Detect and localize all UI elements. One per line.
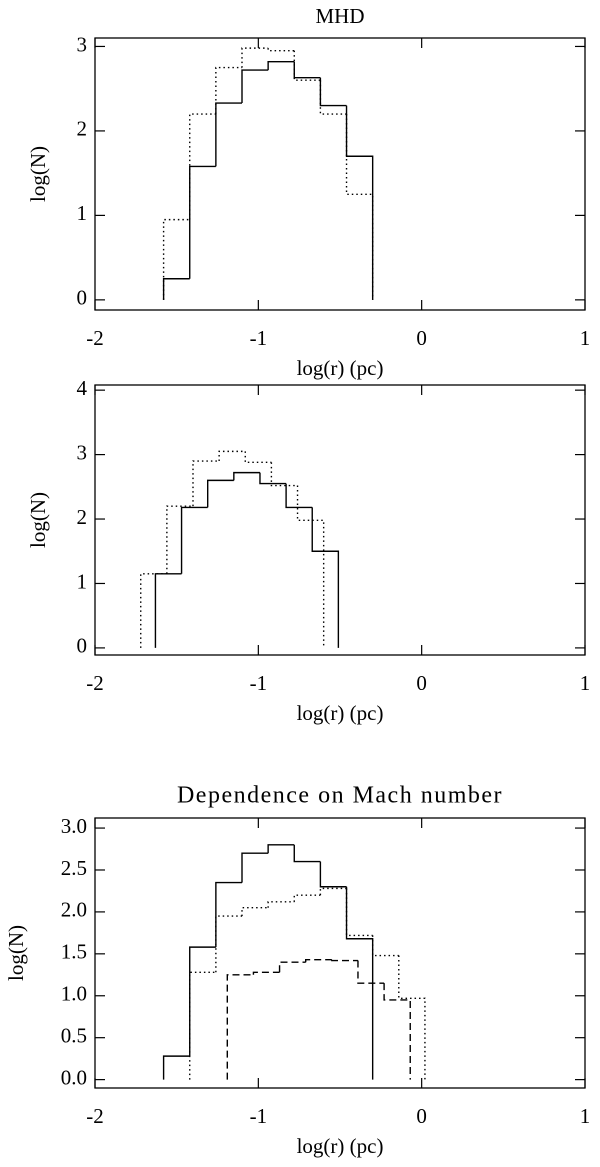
y-tick-label: 3 [77, 440, 88, 464]
histogram-step [267, 901, 295, 908]
histogram-step [218, 450, 246, 462]
x-tick-label: 1 [580, 1104, 591, 1128]
histogram-step [192, 460, 220, 507]
y-tick-label: 3 [77, 32, 88, 56]
y-tick-label: 3.0 [61, 814, 87, 838]
plot-frame [94, 37, 586, 311]
x-tick-label: 0 [416, 671, 427, 695]
histogram-step [293, 844, 321, 863]
histogram-step [293, 50, 321, 81]
histogram-step [345, 105, 374, 300]
histogram-step [270, 462, 298, 487]
x-tick-label: -1 [250, 326, 268, 350]
y-tick-label: 2.0 [61, 898, 87, 922]
histogram-step [319, 861, 347, 888]
histogram-step [241, 69, 269, 104]
y-tick-label: 0 [77, 286, 88, 310]
y-tick-label: 2 [77, 505, 88, 529]
histogram-step [154, 573, 182, 648]
histogram-step [162, 218, 190, 300]
histogram-step [241, 47, 269, 68]
y-tick-label: 1.5 [61, 940, 87, 964]
x-tick-label: -2 [86, 671, 104, 695]
histogram-step [166, 505, 193, 574]
y-tick-label: 1 [77, 201, 88, 225]
histogram-step [398, 955, 426, 1080]
y-tick-label: 2 [77, 117, 88, 141]
histogram-step [371, 935, 399, 957]
histogram-step [267, 60, 295, 71]
x-tick-label: 0 [416, 326, 427, 350]
y-tick-label: 1 [77, 569, 88, 593]
plot-frame [94, 817, 586, 1089]
histogram-step [293, 61, 321, 79]
histogram-step [233, 471, 260, 481]
histogram-step [319, 887, 347, 896]
y-axis-label: log(N) [4, 925, 28, 981]
histogram-step [331, 959, 358, 962]
histogram-step [241, 907, 269, 917]
y-tick-label: 0.5 [61, 1024, 87, 1048]
histogram-step [241, 852, 269, 883]
histogram-step [285, 483, 313, 509]
histogram-step [259, 472, 287, 485]
histogram-step [215, 915, 242, 973]
histogram-step [215, 881, 242, 948]
y-tick-label: 1.0 [61, 982, 87, 1006]
x-tick-label: -1 [250, 1104, 268, 1128]
x-tick-label: 1 [580, 326, 591, 350]
histogram-step [345, 886, 374, 1080]
histogram-step [267, 48, 295, 52]
histogram-step [383, 983, 411, 1080]
histogram-step [162, 278, 190, 300]
x-axis-label: log(r) (pc) [297, 356, 384, 380]
histogram-step [345, 114, 374, 300]
histogram-step [293, 894, 321, 902]
plot-frame [94, 384, 586, 656]
histogram-step [278, 961, 306, 973]
histogram-step [162, 1055, 190, 1080]
histogram-step [296, 485, 325, 648]
histogram-step [267, 844, 295, 854]
x-tick-label: -1 [250, 671, 268, 695]
histogram-step [215, 102, 242, 167]
histogram-step [189, 946, 216, 1057]
histogram-step [305, 959, 332, 963]
y-axis-label: log(N) [26, 492, 50, 548]
x-tick-label: 0 [416, 1104, 427, 1128]
x-tick-label: -2 [86, 326, 104, 350]
x-tick-label: -2 [86, 1104, 104, 1128]
y-tick-label: 2.5 [61, 856, 87, 880]
histogram-step [319, 77, 347, 107]
x-axis-label: log(r) (pc) [297, 701, 384, 725]
histogram-step [140, 573, 167, 648]
histogram-step [189, 165, 216, 279]
histogram-step [345, 888, 373, 937]
histogram-step [215, 66, 242, 115]
y-tick-label: 0 [77, 634, 88, 658]
histogram-step [319, 80, 347, 115]
histogram-step [244, 451, 272, 464]
histogram-step [311, 507, 340, 648]
chart-title: Dependence on Mach number [177, 783, 503, 809]
chart-title: MHD [315, 4, 364, 28]
x-axis-label: log(r) (pc) [297, 1134, 384, 1158]
y-axis-label: log(N) [26, 146, 50, 202]
y-tick-label: 4 [77, 376, 88, 400]
y-tick-label: 0.0 [61, 1065, 87, 1089]
histogram-step [180, 506, 208, 574]
histogram-step [189, 971, 216, 1080]
histogram-step [207, 479, 234, 508]
x-tick-label: 1 [580, 671, 591, 695]
histogram-step [226, 974, 254, 1080]
histogram-step [252, 971, 280, 975]
histogram-step [357, 960, 385, 984]
